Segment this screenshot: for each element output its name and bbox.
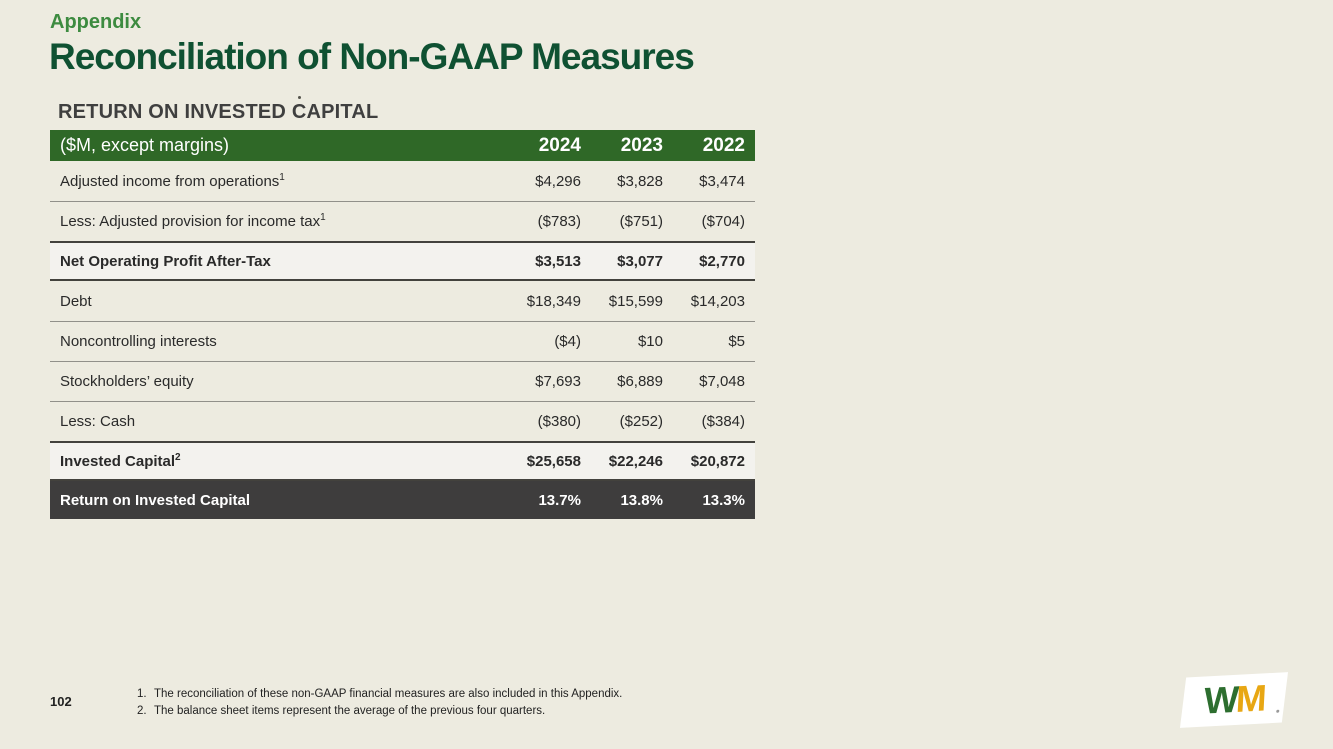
column-header-2024: 2024 xyxy=(538,134,581,156)
row-value-2024: ($380) xyxy=(537,413,581,430)
row-label: Adjusted income from operations xyxy=(60,172,280,190)
table-row-subtotal: Invested Capital2 $25,658 $22,246 $20,87… xyxy=(50,441,755,481)
roic-table: ($M, except margins) 2024 2023 2022 Adju… xyxy=(50,130,755,519)
row-label: Invested Capital xyxy=(60,452,176,470)
column-header-2023: 2023 xyxy=(620,134,663,156)
row-value-2022: $5 xyxy=(728,333,745,350)
row-value-2023: ($751) xyxy=(619,213,663,230)
row-value-2024: $25,658 xyxy=(526,452,581,470)
row-label: Less: Cash xyxy=(60,413,136,430)
row-label: Debt xyxy=(60,292,92,310)
row-label: Less: Adjusted provision for income tax xyxy=(60,213,321,230)
row-value-2024: $7,693 xyxy=(535,373,581,390)
footnote-marker: 1 xyxy=(279,171,285,183)
table-row: Debt $18,349 $15,599 $14,203 xyxy=(50,281,755,321)
row-label: Stockholders’ equity xyxy=(60,373,194,390)
page-title: Reconciliation of Non-GAAP Measures xyxy=(49,36,695,77)
logo-letter-w: W xyxy=(1203,678,1238,722)
row-value-2022: 13.3% xyxy=(702,491,745,509)
row-value-2022: $20,872 xyxy=(690,452,745,470)
table-row: Adjusted income from operations1 $4,296 … xyxy=(50,161,755,201)
row-value-2022: ($704) xyxy=(701,213,745,230)
row-value-2023: ($252) xyxy=(619,413,663,430)
table-row: Noncontrolling interests ($4) $10 $5 xyxy=(50,321,755,361)
footnote-1-text: The reconciliation of these non-GAAP fin… xyxy=(154,688,623,700)
trademark-dot xyxy=(1276,709,1280,713)
unit-label: ($M, except margins) xyxy=(60,135,230,155)
row-value-2023: 13.8% xyxy=(620,491,663,509)
wm-logo: WM xyxy=(1179,672,1289,728)
row-value-2022: $14,203 xyxy=(690,292,745,310)
table-row-subtotal: Net Operating Profit After-Tax $3,513 $3… xyxy=(50,241,755,281)
row-value-2023: $22,246 xyxy=(608,452,663,470)
row-value-2023: $10 xyxy=(637,333,663,350)
stray-dot xyxy=(298,96,301,99)
footnote-marker: 1 xyxy=(320,212,326,223)
row-label: Net Operating Profit After-Tax xyxy=(60,252,271,270)
row-value-2024: $3,513 xyxy=(535,252,581,270)
row-value-2022: $3,474 xyxy=(699,172,745,190)
table-row-total: Return on Invested Capital 13.7% 13.8% 1… xyxy=(50,481,755,519)
footnote-1-number: 1. xyxy=(137,688,147,700)
footnote-1: 1. The reconciliation of these non-GAAP … xyxy=(137,686,622,703)
page-number: 102 xyxy=(50,694,72,709)
table-row: Less: Cash ($380) ($252) ($384) xyxy=(50,401,755,441)
row-value-2023: $3,828 xyxy=(617,172,663,190)
footnote-2-number: 2. xyxy=(137,705,147,717)
row-label: Return on Invested Capital xyxy=(60,491,251,509)
row-value-2022: $2,770 xyxy=(699,252,745,270)
footnote-2: 2. The balance sheet items represent the… xyxy=(137,703,622,720)
column-header-2022: 2022 xyxy=(702,134,745,156)
row-label: Noncontrolling interests xyxy=(60,333,217,350)
row-value-2023: $3,077 xyxy=(617,252,663,270)
appendix-label: Appendix xyxy=(50,11,142,33)
row-value-2024: $18,349 xyxy=(526,292,581,310)
table-row: Stockholders’ equity $7,693 $6,889 $7,04… xyxy=(50,361,755,401)
row-value-2024: $4,296 xyxy=(535,172,581,190)
row-value-2024: 13.7% xyxy=(538,491,581,509)
footnote-2-text: The balance sheet items represent the av… xyxy=(154,705,546,717)
table-header-row: ($M, except margins) 2024 2023 2022 xyxy=(50,130,755,161)
row-value-2022: $7,048 xyxy=(699,373,745,390)
footnote-marker: 2 xyxy=(175,451,181,463)
footnotes: 1. The reconciliation of these non-GAAP … xyxy=(137,686,622,720)
row-value-2024: ($783) xyxy=(537,213,581,230)
logo-letter-m: M xyxy=(1234,676,1265,720)
row-value-2023: $15,599 xyxy=(608,292,663,310)
row-value-2022: ($384) xyxy=(701,413,745,430)
table-row: Less: Adjusted provision for income tax1… xyxy=(50,201,755,241)
row-value-2023: $6,889 xyxy=(617,373,663,390)
row-value-2024: ($4) xyxy=(554,333,581,350)
table-heading: RETURN ON INVESTED CAPITAL xyxy=(58,101,379,123)
